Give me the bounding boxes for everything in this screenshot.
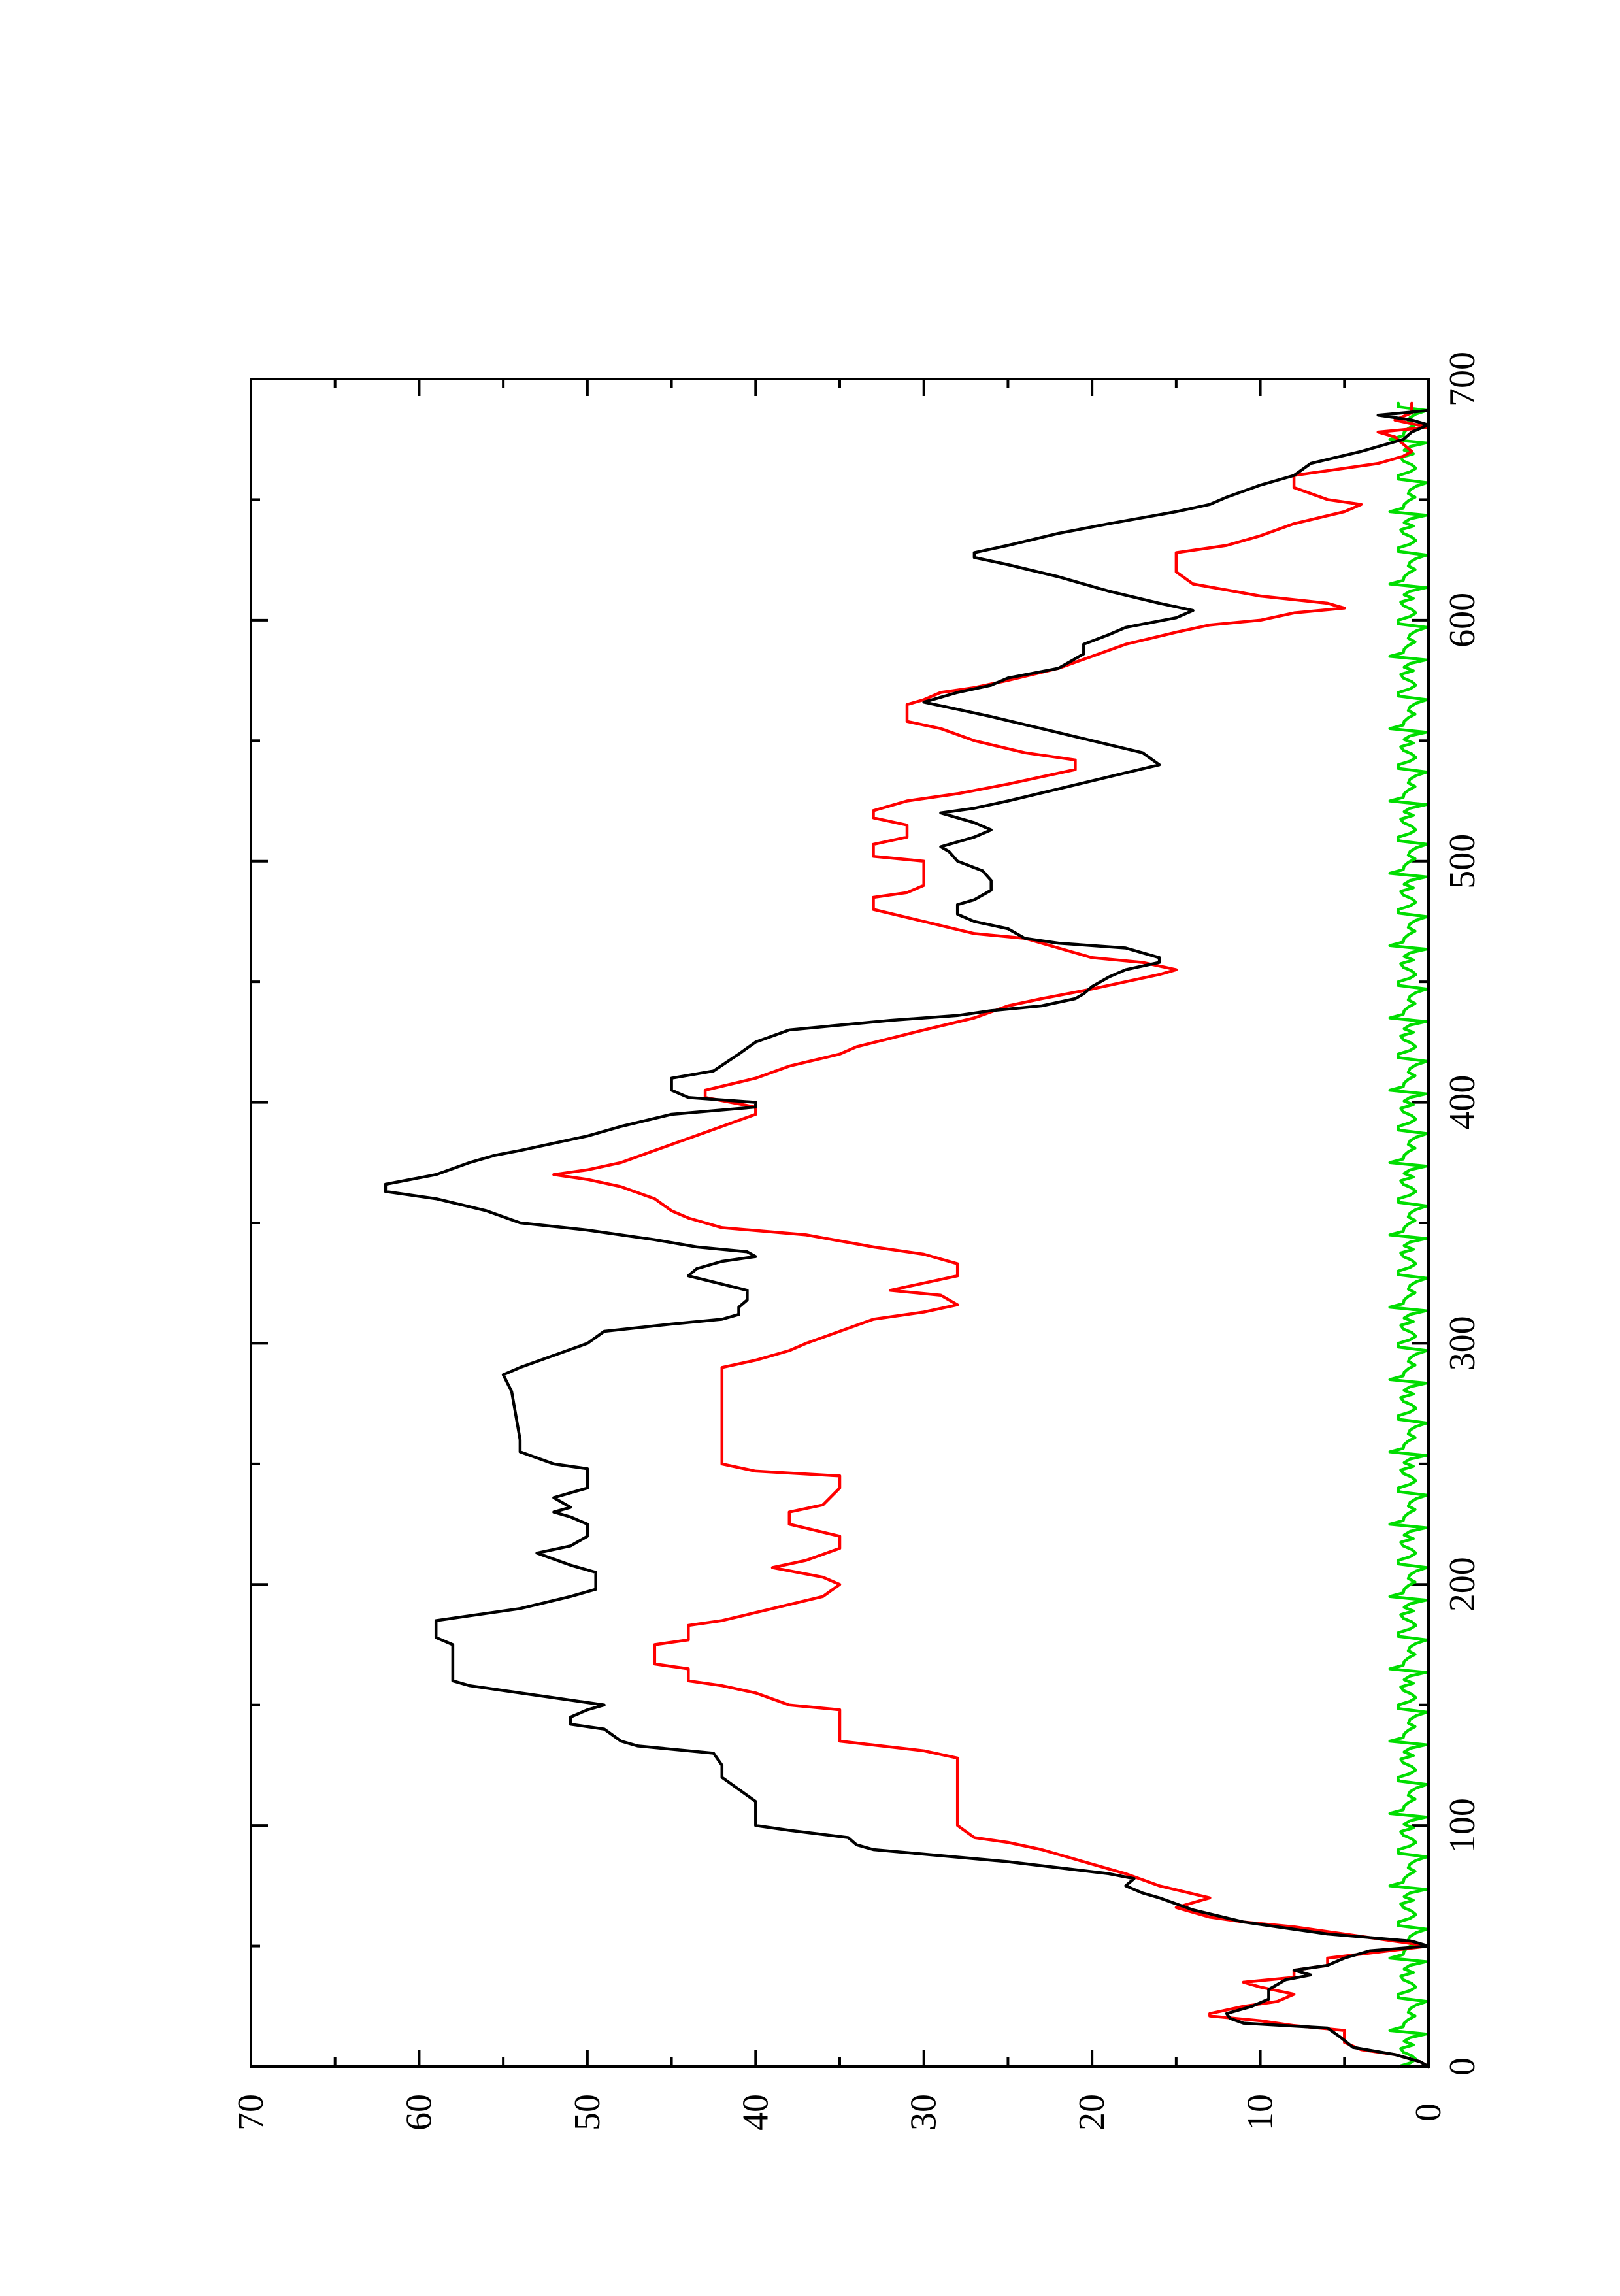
x-tick-label: 600 [1442,593,1483,648]
y-tick-label: 10 [1240,2094,1281,2131]
axes-layer: 0 100 200 300 400 500 600 700 0 10 20 30 40 50 60 70 [231,352,1483,2131]
x-tick-label: 500 [1442,834,1483,889]
plot-frame [250,378,1430,2068]
x-tick-label: 200 [1442,1557,1483,1612]
y-tick-label: 40 [735,2094,776,2131]
series-line-black [384,401,1430,2069]
series-line-red [552,401,1430,2069]
y-tick-label: 20 [1072,2094,1112,2131]
x-tick-label: 300 [1442,1316,1483,1371]
x-tick-label: 700 [1442,352,1483,407]
x-tick-label: 0 [1442,2057,1483,2076]
x-tick-label: 400 [1442,1075,1483,1130]
y-tick-label: 0 [1408,2103,1449,2121]
x-tick-label: 100 [1442,1798,1483,1853]
frame-layer [250,378,1430,2068]
series-layer [384,401,1430,2069]
y-tick-label: 60 [399,2094,439,2131]
series-line-green [1388,401,1429,2069]
y-tick-label: 50 [567,2094,608,2131]
y-tick-label: 30 [904,2094,944,2131]
y-tick-label: 70 [231,2094,271,2131]
